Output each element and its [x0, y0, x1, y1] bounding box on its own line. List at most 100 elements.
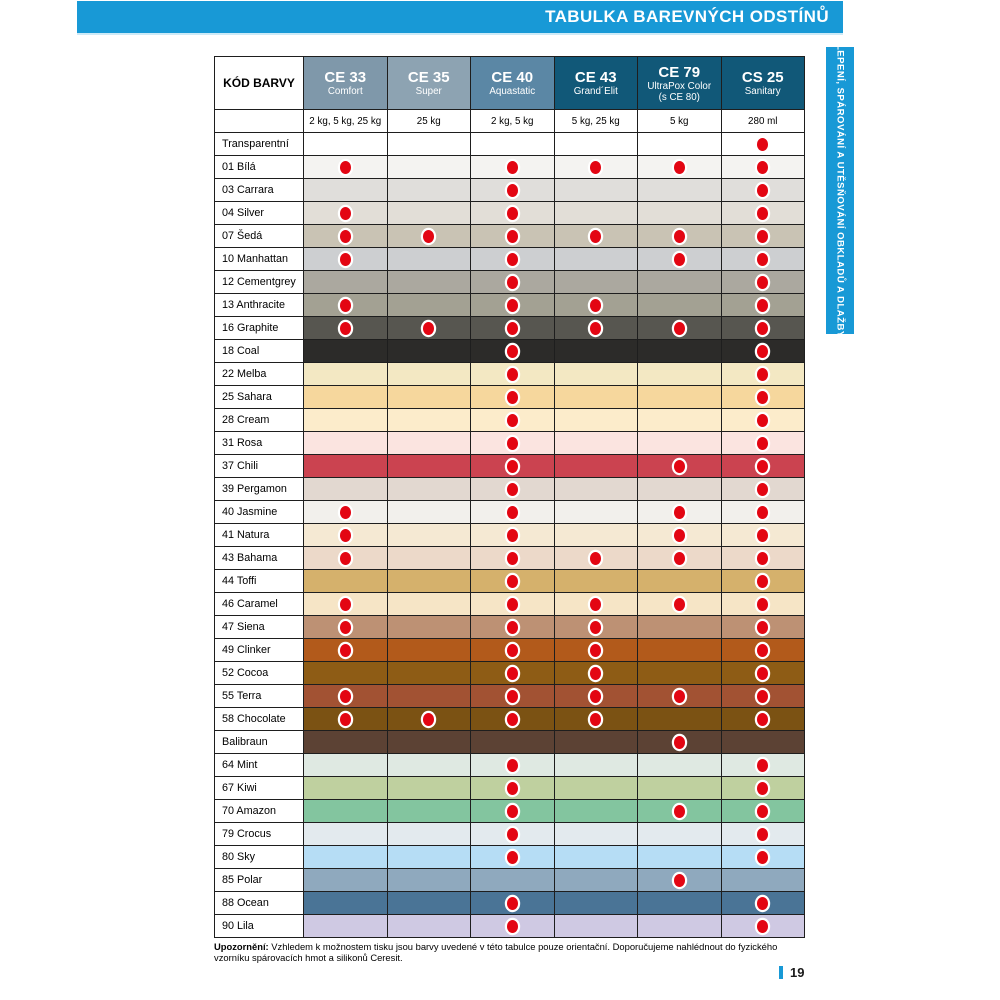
color-code-label: 25 Sahara [215, 386, 304, 409]
availability-cell [721, 800, 805, 823]
availability-dot [757, 344, 769, 358]
availability-cell [721, 501, 805, 524]
color-row: 39 Pergamon [215, 478, 805, 501]
color-code-label: 39 Pergamon [215, 478, 304, 501]
availability-dot [590, 620, 602, 634]
availability-dot [673, 459, 685, 473]
availability-cell [721, 409, 805, 432]
color-code-label: 55 Terra [215, 685, 304, 708]
availability-cell [721, 915, 805, 938]
availability-dot [757, 781, 769, 795]
availability-cell [554, 156, 638, 179]
availability-cell [638, 524, 722, 547]
availability-cell [471, 800, 555, 823]
availability-cell [471, 294, 555, 317]
availability-dot [590, 597, 602, 611]
availability-dot [506, 252, 518, 266]
color-code-label: 37 Chili [215, 455, 304, 478]
availability-dot [757, 574, 769, 588]
availability-dot [506, 505, 518, 519]
availability-cell [471, 754, 555, 777]
availability-dot [757, 367, 769, 381]
availability-cell [471, 846, 555, 869]
availability-dot [757, 482, 769, 496]
availability-cell [471, 685, 555, 708]
availability-cell [471, 363, 555, 386]
availability-dot [423, 712, 435, 726]
color-code-label: 80 Sky [215, 846, 304, 869]
product-code: CE 43 [574, 69, 617, 87]
availability-cell [554, 202, 638, 225]
color-row: 41 Natura [215, 524, 805, 547]
color-code-label: 10 Manhattan [215, 248, 304, 271]
availability-cell [387, 639, 471, 662]
availability-cell [554, 248, 638, 271]
availability-cell [304, 340, 388, 363]
product-code: CS 25 [741, 69, 784, 87]
availability-cell [471, 317, 555, 340]
availability-dot [339, 712, 351, 726]
page-title: TABULKA BAREVNÝCH ODSTÍNŮ [545, 7, 829, 26]
availability-cell [721, 455, 805, 478]
color-code-label: Transparentní [215, 133, 304, 156]
availability-dot [506, 160, 518, 174]
availability-cell [387, 179, 471, 202]
availability-dot [506, 321, 518, 335]
packaging-cell-ce-35: 25 kg [387, 110, 471, 133]
availability-dot [506, 275, 518, 289]
availability-dot [757, 643, 769, 657]
packaging-cell-ce-43: 5 kg, 25 kg [554, 110, 638, 133]
product-header-cs-25: CS 25 Sanitary [721, 57, 805, 110]
availability-dot [757, 620, 769, 634]
availability-dot [757, 252, 769, 266]
availability-cell [721, 271, 805, 294]
availability-dot [757, 436, 769, 450]
availability-cell [387, 685, 471, 708]
availability-cell [387, 547, 471, 570]
availability-cell [638, 731, 722, 754]
color-code-label: 67 Kiwi [215, 777, 304, 800]
availability-cell [638, 501, 722, 524]
availability-cell [304, 202, 388, 225]
availability-dot [506, 229, 518, 243]
availability-cell [387, 271, 471, 294]
product-header-ce-43: CE 43 Grand´Elit [554, 57, 638, 110]
color-code-label: 88 Ocean [215, 892, 304, 915]
product-code: CE 35 [407, 69, 450, 87]
availability-dot [673, 160, 685, 174]
availability-dot [506, 482, 518, 496]
availability-cell [554, 800, 638, 823]
availability-cell [471, 915, 555, 938]
color-code-label: 70 Amazon [215, 800, 304, 823]
availability-dot [506, 206, 518, 220]
availability-cell [638, 662, 722, 685]
color-row: Transparentní [215, 133, 805, 156]
availability-dot [590, 666, 602, 680]
availability-cell [471, 386, 555, 409]
color-row: 16 Graphite [215, 317, 805, 340]
availability-cell [304, 432, 388, 455]
color-code-label: 04 Silver [215, 202, 304, 225]
availability-cell [638, 823, 722, 846]
availability-cell [304, 731, 388, 754]
availability-cell [721, 593, 805, 616]
availability-dot [757, 505, 769, 519]
color-row: 67 Kiwi [215, 777, 805, 800]
availability-cell [387, 524, 471, 547]
availability-cell [387, 340, 471, 363]
availability-cell [304, 708, 388, 731]
availability-dot [339, 689, 351, 703]
availability-cell [638, 225, 722, 248]
availability-cell [471, 409, 555, 432]
availability-dot [757, 229, 769, 243]
availability-cell [721, 294, 805, 317]
availability-dot [673, 505, 685, 519]
availability-dot [757, 804, 769, 818]
color-code-label: 40 Jasmine [215, 501, 304, 524]
availability-dot [673, 252, 685, 266]
color-row: 47 Siena [215, 616, 805, 639]
color-code-label: 49 Clinker [215, 639, 304, 662]
availability-cell [554, 846, 638, 869]
availability-dot [673, 804, 685, 818]
availability-cell [304, 846, 388, 869]
